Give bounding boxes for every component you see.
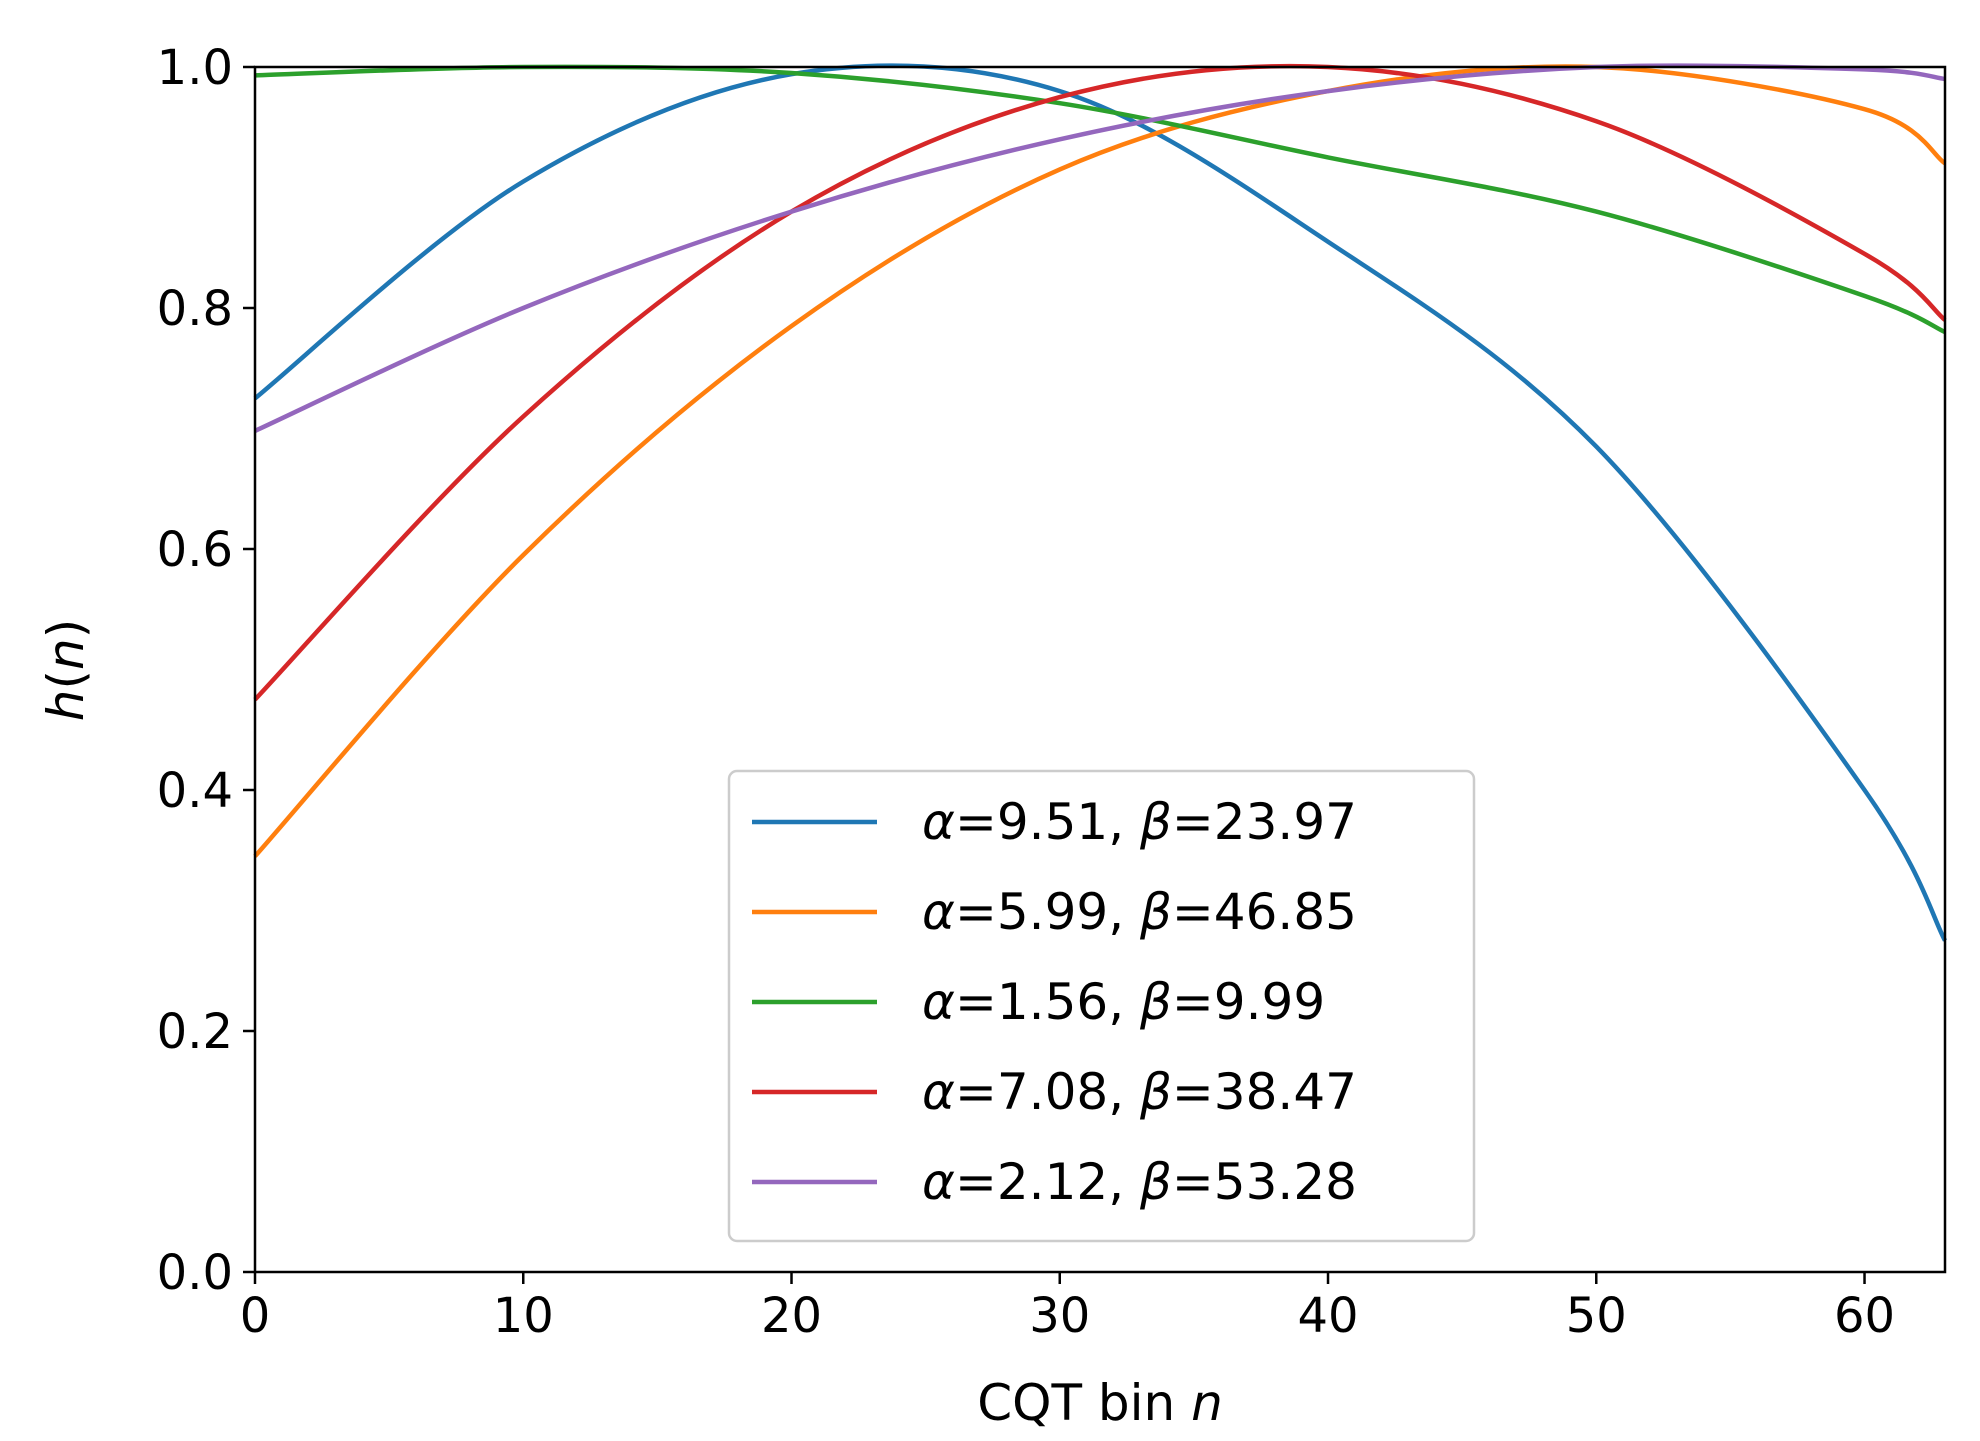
- series-line-1: [253, 63, 1947, 942]
- x-tick-label: 50: [1566, 1288, 1627, 1344]
- y-axis-label: h(n): [37, 619, 95, 721]
- y-axis: 0.0 0.2 0.4 0.6 0.8 1.0: [157, 40, 255, 1301]
- legend-box: [727, 769, 1476, 1243]
- legend: α=9.51, β=23.97 α=5.99, β=46.85 α=1.56, β=…: [727, 769, 1476, 1243]
- x-tick-label: 30: [1029, 1288, 1090, 1344]
- x-axis-label: CQT bin n: [977, 1374, 1223, 1432]
- series-line-5: [254, 63, 1946, 433]
- legend-label-4: α=7.08, β=38.47: [922, 1063, 1357, 1121]
- x-tick-label: 0: [240, 1288, 271, 1344]
- series-line-2: [253, 64, 1947, 858]
- x-tick-label: 20: [761, 1288, 822, 1344]
- y-tick-label: 0.2: [157, 1004, 233, 1060]
- y-tick-label: 0.0: [157, 1245, 233, 1301]
- x-tick-label: 60: [1834, 1288, 1895, 1344]
- x-axis: 0 10 20 30 40 50 60: [240, 1272, 1895, 1344]
- legend-label-1: α=9.51, β=23.97: [922, 793, 1357, 851]
- y-tick-label: 0.6: [157, 522, 233, 578]
- legend-label-5: α=2.12, β=53.28: [922, 1153, 1357, 1211]
- y-tick-label: 0.8: [157, 281, 233, 337]
- x-tick-label: 10: [493, 1288, 554, 1344]
- y-tick-label: 0.4: [157, 763, 233, 819]
- series-line-4: [253, 63, 1947, 702]
- x-tick-label: 40: [1297, 1288, 1358, 1344]
- legend-label-2: α=5.99, β=46.85: [922, 883, 1357, 941]
- y-tick-label: 1.0: [157, 40, 233, 96]
- plot-frame: [253, 65, 1947, 1274]
- legend-label-3: α=1.56, β=9.99: [922, 973, 1325, 1031]
